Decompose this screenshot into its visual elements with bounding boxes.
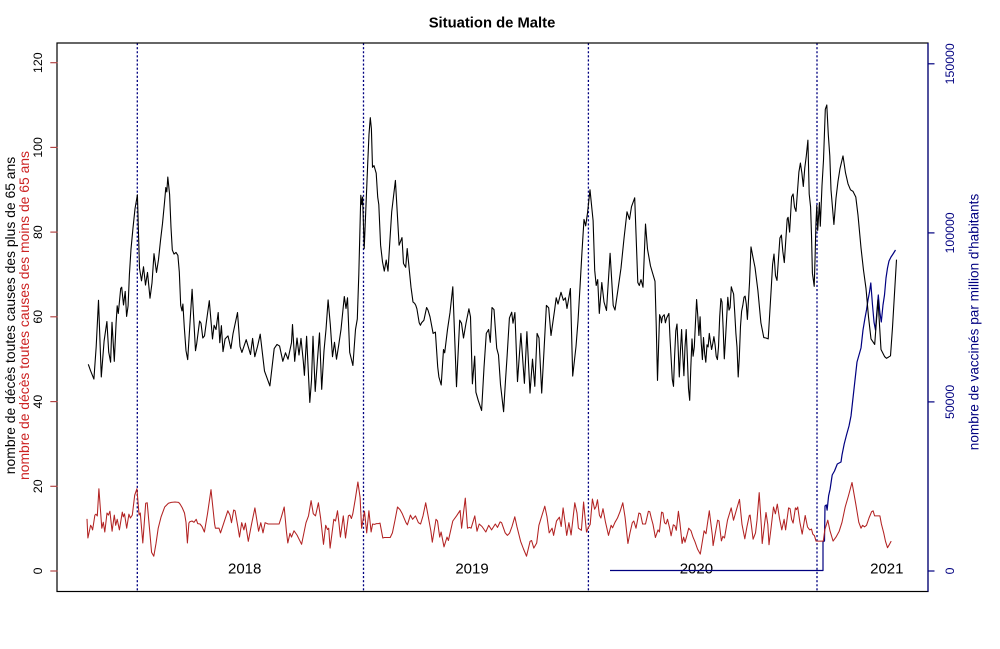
svg-text:nombre de décès toutes causes: nombre de décès toutes causes des plus d…	[2, 157, 18, 474]
svg-text:150000: 150000	[943, 43, 957, 84]
svg-text:2018: 2018	[228, 561, 261, 578]
svg-text:Situation de Malte: Situation de Malte	[429, 16, 556, 32]
svg-text:2019: 2019	[455, 561, 488, 578]
svg-text:20: 20	[31, 479, 45, 493]
svg-text:2021: 2021	[870, 561, 903, 578]
svg-text:2020: 2020	[680, 561, 713, 578]
svg-text:50000: 50000	[943, 385, 957, 419]
svg-text:40: 40	[31, 395, 45, 409]
svg-text:100: 100	[31, 137, 45, 158]
svg-text:60: 60	[31, 310, 45, 324]
svg-text:nombre de décès toutes causes: nombre de décès toutes causes des moins …	[16, 151, 32, 480]
svg-text:100000: 100000	[943, 212, 957, 253]
svg-text:0: 0	[31, 567, 45, 574]
svg-text:0: 0	[943, 567, 957, 574]
svg-text:nombre de vaccinés par million: nombre de vaccinés par million d'habitan…	[967, 194, 982, 451]
svg-text:80: 80	[31, 225, 45, 239]
svg-text:120: 120	[31, 52, 45, 73]
